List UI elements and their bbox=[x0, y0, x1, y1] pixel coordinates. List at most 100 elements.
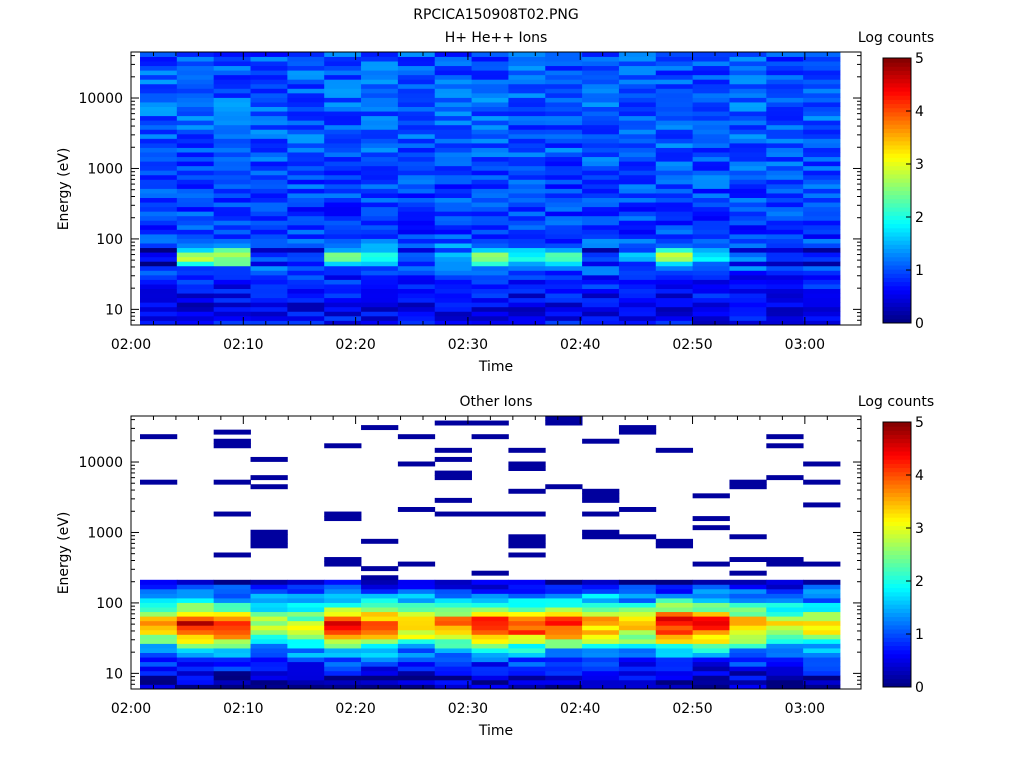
heatmap-cell bbox=[618, 302, 657, 308]
heatmap-cell bbox=[655, 124, 694, 130]
heatmap-cell bbox=[692, 70, 730, 76]
heatmap-cell bbox=[397, 584, 436, 590]
heatmap-cell bbox=[692, 124, 730, 130]
heatmap-cell bbox=[140, 120, 178, 126]
heatmap-cell bbox=[508, 106, 546, 112]
heatmap-cell bbox=[803, 252, 841, 258]
colorbar-step bbox=[883, 521, 911, 527]
heatmap-cell bbox=[397, 138, 436, 144]
heatmap-cell bbox=[655, 543, 694, 549]
heatmap-cell bbox=[803, 220, 841, 226]
heatmap-cell bbox=[545, 265, 583, 271]
heatmap-cell bbox=[287, 670, 325, 676]
heatmap-cell bbox=[655, 170, 694, 176]
heatmap-cell bbox=[508, 197, 546, 203]
x-tick-label: 02:20 bbox=[335, 701, 375, 717]
heatmap-cell bbox=[250, 611, 288, 617]
heatmap-cell bbox=[545, 279, 583, 285]
heatmap-cell bbox=[545, 143, 583, 148]
heatmap-cell bbox=[397, 652, 436, 658]
heatmap-cell bbox=[729, 679, 767, 685]
colorbar-tick-label: 1 bbox=[915, 627, 924, 643]
heatmap-cell bbox=[324, 602, 362, 608]
heatmap-cell bbox=[213, 65, 251, 71]
heatmap-cell bbox=[545, 165, 583, 171]
heatmap-cell bbox=[655, 229, 694, 235]
heatmap-cell bbox=[582, 306, 620, 312]
heatmap-cell bbox=[692, 598, 730, 603]
heatmap-cell bbox=[655, 143, 694, 148]
heatmap-cell bbox=[397, 293, 436, 299]
heatmap-cell bbox=[434, 88, 472, 94]
heatmap-cell bbox=[766, 256, 804, 262]
heatmap-cell bbox=[618, 584, 657, 590]
heatmap-cell bbox=[655, 652, 694, 658]
heatmap-cell bbox=[766, 279, 804, 285]
heatmap-cell bbox=[287, 170, 325, 176]
heatmap-cell bbox=[397, 234, 436, 239]
heatmap-cell bbox=[397, 507, 436, 512]
heatmap-cell bbox=[766, 661, 804, 667]
heatmap-cell bbox=[361, 575, 399, 581]
heatmap-cell bbox=[618, 202, 657, 208]
heatmap-cell bbox=[176, 115, 215, 121]
colorbar-step bbox=[883, 95, 911, 100]
heatmap-cell bbox=[508, 193, 546, 198]
heatmap-cell bbox=[324, 270, 362, 276]
heatmap-cell bbox=[729, 265, 767, 271]
heatmap-cell bbox=[582, 220, 620, 226]
heatmap-cell bbox=[397, 170, 436, 176]
heatmap-cell bbox=[582, 102, 620, 107]
heatmap-cell bbox=[324, 143, 362, 148]
colorbar-step bbox=[883, 273, 911, 278]
heatmap-cell bbox=[766, 120, 804, 126]
heatmap-cell bbox=[803, 288, 841, 294]
colorbar-step bbox=[883, 318, 911, 324]
heatmap-cell bbox=[397, 320, 436, 326]
heatmap-cell bbox=[213, 188, 251, 194]
heatmap-cell bbox=[471, 124, 509, 130]
heatmap-cell bbox=[176, 106, 215, 112]
heatmap-cell bbox=[655, 193, 694, 198]
heatmap-cell bbox=[324, 165, 362, 171]
heatmap-cell bbox=[140, 70, 178, 76]
heatmap-cell bbox=[692, 229, 730, 235]
heatmap-cell bbox=[397, 193, 436, 198]
colorbar-step bbox=[883, 128, 911, 134]
heatmap-cell bbox=[471, 293, 509, 299]
heatmap-cell bbox=[471, 270, 509, 276]
heatmap-cell bbox=[324, 61, 362, 67]
heatmap-cell bbox=[140, 675, 178, 681]
heatmap-cell bbox=[508, 311, 546, 317]
heatmap-cell bbox=[176, 620, 215, 626]
heatmap-cell bbox=[250, 293, 288, 299]
heatmap-cell bbox=[434, 625, 472, 631]
heatmap-cell bbox=[140, 270, 178, 276]
heatmap-cell bbox=[545, 188, 583, 194]
heatmap-cell bbox=[213, 133, 251, 139]
heatmap-cell bbox=[582, 211, 620, 217]
heatmap-cell bbox=[545, 193, 583, 198]
heatmap-cell bbox=[324, 625, 362, 631]
heatmap-cell bbox=[582, 88, 620, 94]
heatmap-cell bbox=[692, 607, 730, 613]
heatmap-cell bbox=[397, 106, 436, 112]
heatmap-cell bbox=[803, 302, 841, 308]
heatmap-cell bbox=[324, 670, 362, 676]
heatmap-cell bbox=[729, 593, 767, 599]
heatmap-cell bbox=[766, 579, 804, 585]
heatmap-cell bbox=[361, 425, 399, 431]
heatmap-cell bbox=[140, 52, 178, 57]
heatmap-cell bbox=[434, 652, 472, 658]
heatmap-cell bbox=[655, 538, 694, 544]
heatmap-cell bbox=[471, 297, 509, 303]
heatmap-cell bbox=[582, 643, 620, 649]
heatmap-cell bbox=[471, 202, 509, 208]
heatmap-cell bbox=[324, 297, 362, 303]
heatmap-cell bbox=[729, 215, 767, 221]
heatmap-cell bbox=[250, 88, 288, 94]
heatmap-cell bbox=[397, 133, 436, 139]
heatmap-cell bbox=[618, 306, 657, 312]
heatmap-cell bbox=[803, 65, 841, 71]
heatmap-cell bbox=[803, 588, 841, 594]
